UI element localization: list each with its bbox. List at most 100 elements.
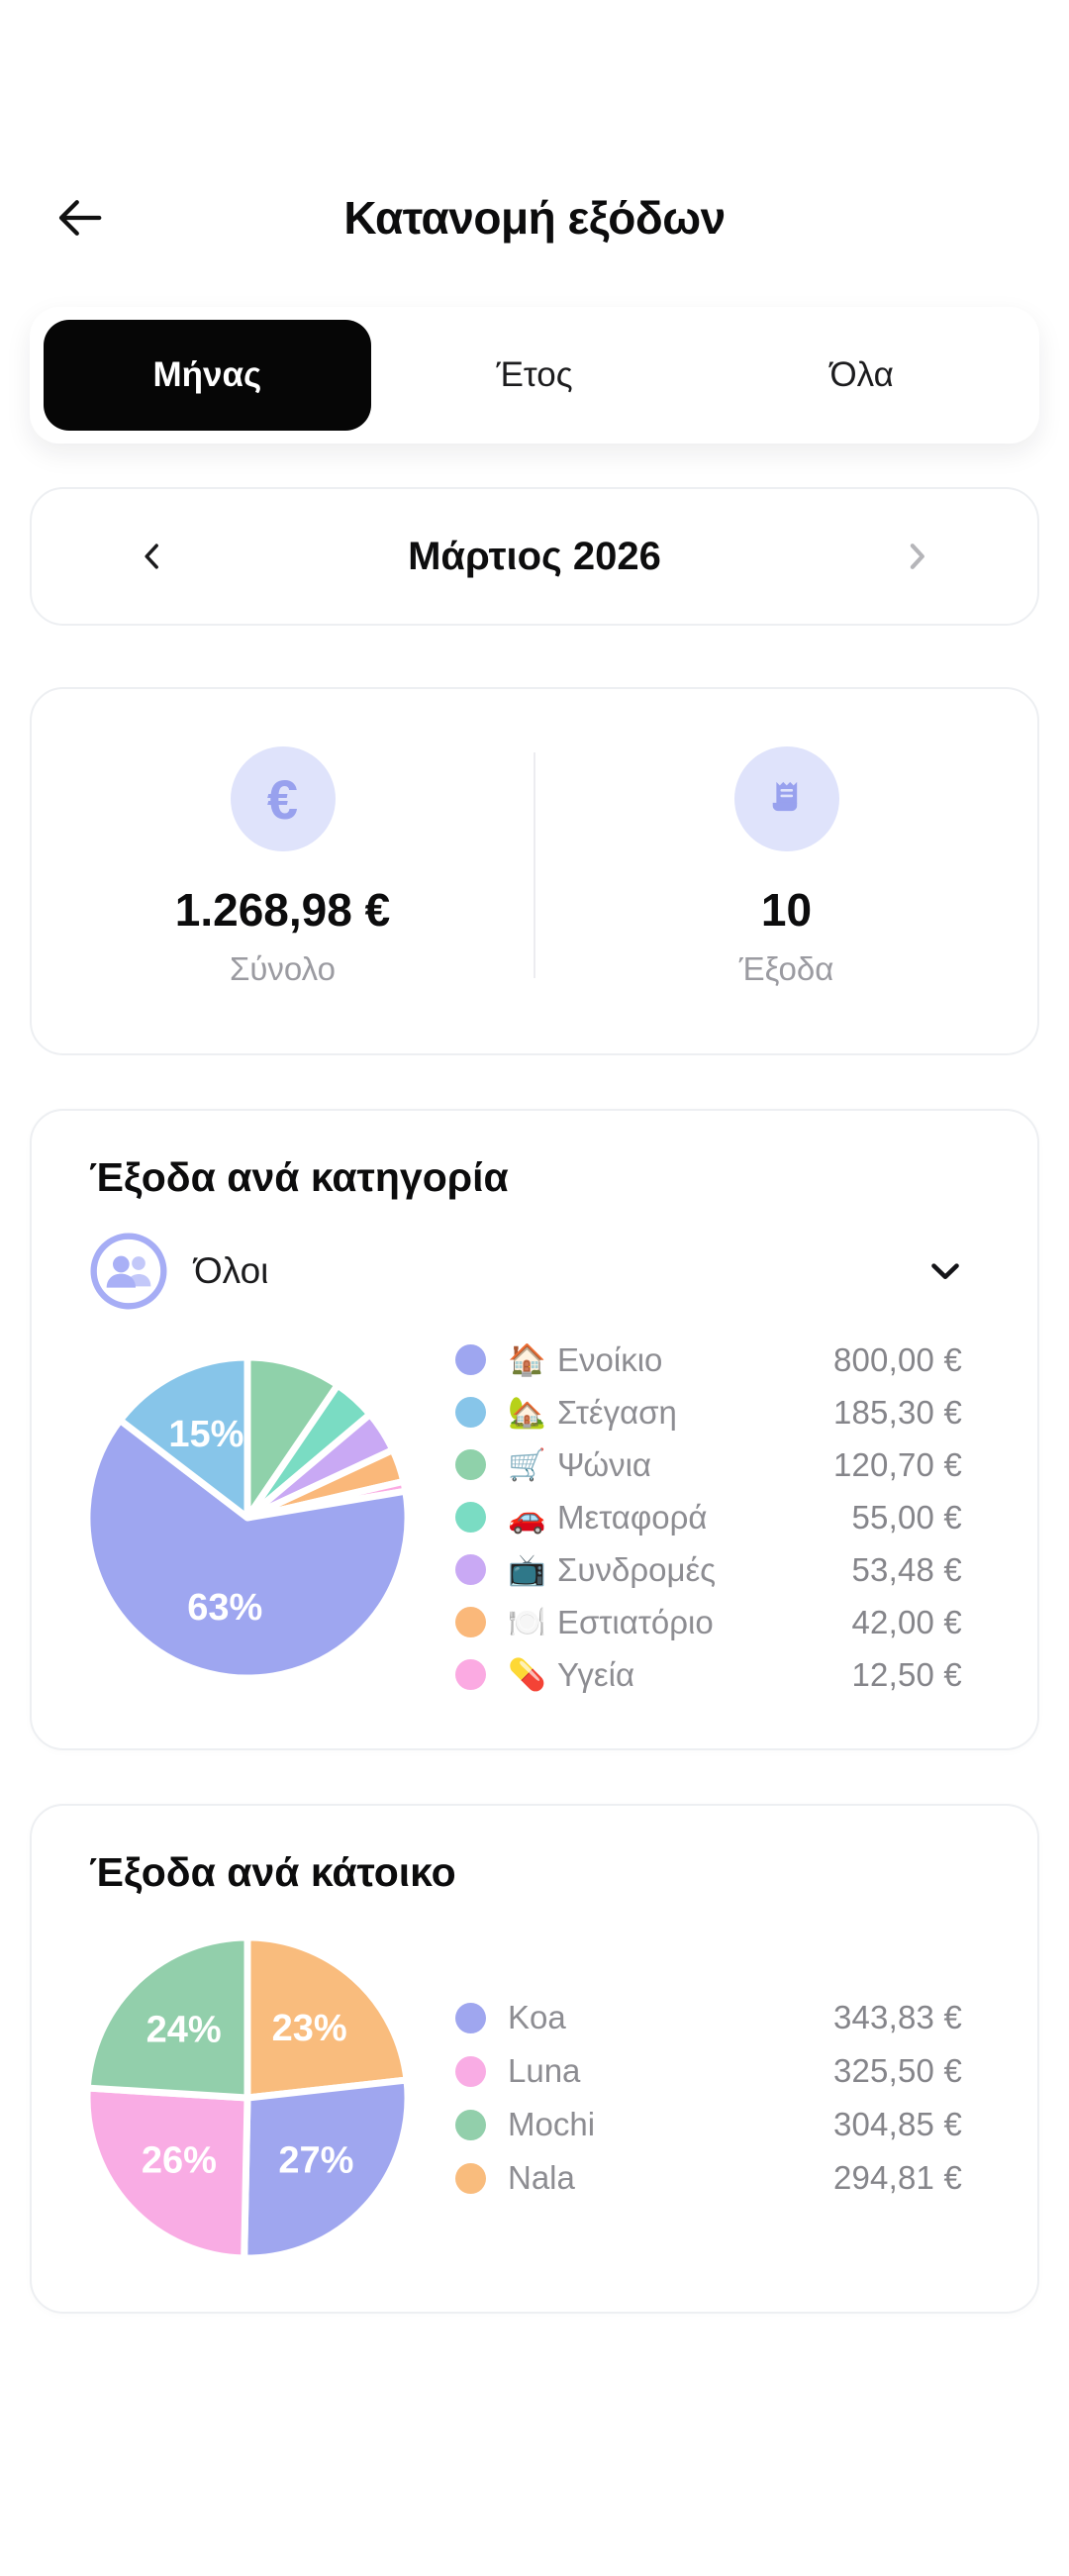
pie-percentage-label: 24% [146,2010,222,2051]
legend-amount: 53,48 € [851,1550,962,1588]
legend-color-dot [455,1344,486,1375]
groceries-cart-icon: 🛒 [508,1447,546,1482]
legend-amount: 120,70 € [832,1445,962,1483]
tab-month[interactable]: Μήνας [44,320,371,431]
housing-icon: 🏡 [508,1395,546,1430]
resident-card-title: Έξοδα ανά κάτοικο [89,1849,456,1895]
legend-amount: 12,50 € [851,1655,962,1693]
total-value: 1.268,98 € [174,884,391,936]
legend-item: 🛒 Ψώνια 120,70 € [455,1438,962,1491]
legend-item: Mochi 304,85 € [455,2098,962,2151]
pie-slice-Mochi [83,1933,251,2102]
restaurant-icon: 🍽️ [508,1605,546,1639]
legend-color-dot [455,1502,486,1533]
pie-slice-Ενοίκιο [83,1416,412,1681]
pill-icon: 💊 [508,1657,546,1692]
header: Κατανομή εξόδων [30,176,1039,259]
resident-filter-dropdown[interactable]: Όλοι [89,1227,968,1316]
resident-pie-chart: 23% 27% 26% 24% [81,1932,414,2264]
expense-count-label: Έξοδα [738,950,834,987]
legend-item: 💊 Υγεία 12,50 € [455,1648,962,1701]
legend-amount: 800,00 € [832,1340,962,1378]
legend-label: Στέγαση [557,1393,677,1431]
category-pie-chart: 63% 15% [81,1351,414,1684]
legend-item: Koa 343,83 € [455,1991,962,2044]
tab-year[interactable]: Έτος [371,320,699,431]
pie-percentage-label: 15% [168,1413,243,1454]
people-icon [90,1233,167,1310]
euro-glyph: € [266,767,299,831]
next-month-button[interactable] [891,531,942,582]
tab-all[interactable]: Όλα [698,320,1025,431]
pie-slice-Luna [83,2084,251,2262]
legend-color-dot [455,2002,486,2033]
legend-amount: 185,30 € [832,1393,962,1431]
legend-color-dot [455,1554,486,1585]
category-card-title: Έξοδα ανά κατηγορία [89,1154,509,1200]
summary-card: € 1.268,98 € Σύνολο 10 Έξοδα [30,687,1039,1055]
resident-chart-row: 23% 27% 26% 24% Koa 343,83 € Luna 325,50 € Moch… [32,1922,1037,2264]
expense-count-stat: 10 Έξοδα [535,746,1037,988]
filter-selected-value: Όλοι [194,1250,269,1291]
legend-label: Ενοίκιο [557,1340,663,1378]
category-card: Έξοδα ανά κατηγορία Όλοι 63% 15% 🏠 Ενοίκιο… [30,1109,1039,1750]
legend-label: Nala [508,2159,575,2196]
tv-icon: 📺 [508,1552,546,1587]
legend-amount: 304,85 € [832,2106,962,2142]
legend-item: 🚗 Μεταφορά 55,00 € [455,1491,962,1543]
legend-item: Nala 294,81 € [455,2151,962,2205]
legend-color-dot [455,2055,486,2087]
month-label: Μάρτιος 2026 [408,534,661,578]
chevron-down-icon [931,1263,959,1280]
legend-item: 🏡 Στέγαση 185,30 € [455,1386,962,1438]
expense-count-value: 10 [760,884,813,936]
chevron-left-icon [145,544,158,569]
pie-percentage-label: 23% [272,2008,347,2049]
legend-color-dot [455,2162,486,2194]
legend-label: Koa [508,1999,566,2035]
legend-color-dot [455,1449,486,1480]
legend-item: 📺 Συνδρομές 53,48 € [455,1543,962,1596]
legend-amount: 42,00 € [851,1603,962,1640]
previous-month-button[interactable] [127,531,178,582]
pie-percentage-label: 27% [278,2139,353,2181]
legend-label: Ψώνια [557,1445,651,1483]
legend-color-dot [455,2109,486,2140]
legend-amount: 343,83 € [832,1999,962,2035]
legend-color-dot [455,1607,486,1637]
pie-percentage-label: 26% [142,2140,217,2182]
chevron-right-icon [910,544,924,569]
legend-label: Luna [508,2052,581,2089]
home-icon: 🏠 [508,1342,546,1377]
total-stat: € 1.268,98 € Σύνολο [32,746,534,988]
screen: Κατανομή εξόδων Μήνας Έτος Όλα Μάρτιος 2… [0,176,1069,2314]
legend-label: Υγεία [557,1655,635,1693]
total-label: Σύνολο [229,950,337,987]
resident-card: Έξοδα ανά κάτοικο 23% 27% 26% 24% Koa 343,83… [30,1804,1039,2314]
legend-amount: 55,00 € [851,1498,962,1536]
legend-label: Εστιατόριο [557,1603,714,1640]
legend-label: Mochi [508,2106,596,2142]
divider [534,752,535,978]
pie-slice-Στέγαση [116,1353,251,1521]
pie-slice-Koa [241,2076,412,2262]
legend-color-dot [455,1659,486,1690]
back-arrow-icon [58,200,102,236]
pie-slice-Nala [243,1933,411,2102]
legend-amount: 294,81 € [832,2159,962,2196]
month-navigator: Μάρτιος 2026 [30,487,1039,626]
back-button[interactable] [44,182,115,253]
legend-label: Συνδρομές [557,1550,717,1588]
receipt-glyph [772,781,797,812]
resident-legend: Koa 343,83 € Luna 325,50 € Mochi 304,85 € Nala… [455,1991,962,2205]
legend-label: Μεταφορά [557,1498,708,1536]
legend-item: Luna 325,50 € [455,2044,962,2098]
page-title: Κατανομή εξόδων [343,192,726,244]
category-legend: 🏠 Ενοίκιο 800,00 € 🏡 Στέγαση 185,30 € 🛒 Ψώνια 12… [455,1334,962,1701]
category-chart-row: 63% 15% 🏠 Ενοίκιο 800,00 € 🏡 Στέγαση 185,30 € 🛒… [32,1324,1037,1701]
legend-amount: 325,50 € [832,2052,962,2089]
legend-item: 🏠 Ενοίκιο 800,00 € [455,1334,962,1386]
legend-item: 🍽️ Εστιατόριο 42,00 € [455,1596,962,1648]
pie-percentage-label: 63% [187,1587,262,1629]
period-tabs: Μήνας Έτος Όλα [30,307,1039,444]
